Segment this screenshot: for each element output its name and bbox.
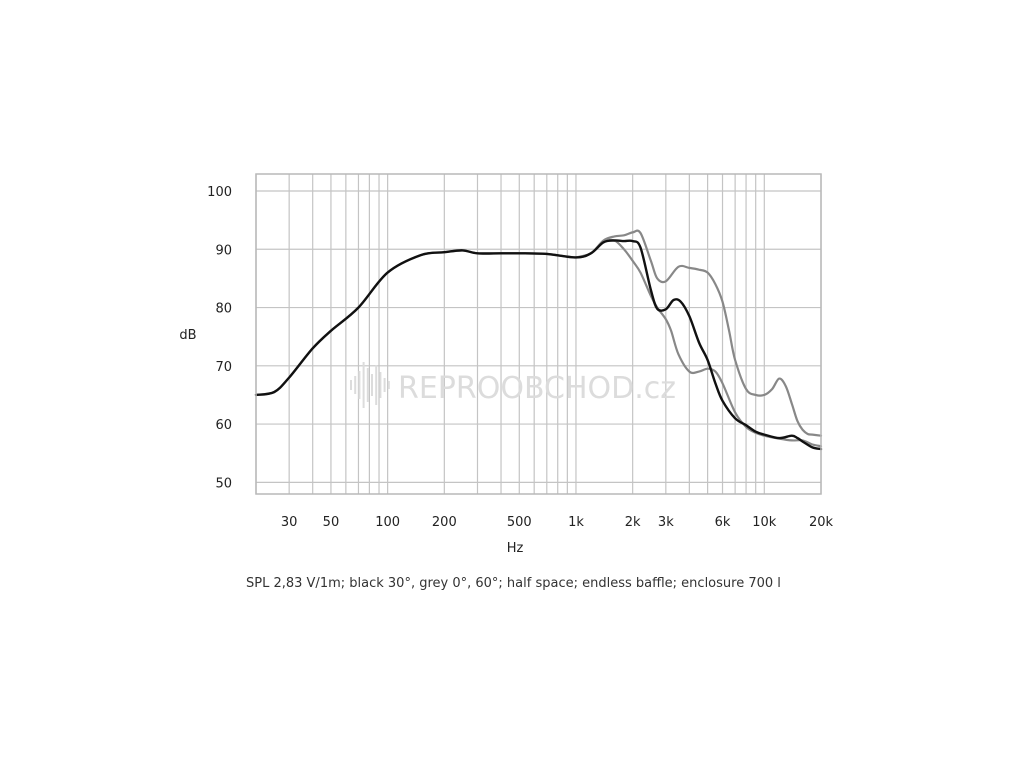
x-tick-label: 20k [809,515,834,530]
watermark-bar [358,371,361,399]
watermark: REPROOBCHOD.cz [350,362,676,408]
x-tick-label: 1k [568,515,584,530]
x-tick-label: 2k [625,515,641,530]
plot-frame [255,173,822,495]
x-tick-label: 30 [281,515,298,530]
x-tick-labels: 30 50 100 200 500 1k 2k 3k 6k 10k 20k [281,515,834,530]
x-tick-label: 6k [715,515,731,530]
watermark-bar [362,362,365,408]
watermark-bar [383,378,386,392]
x-tick-label: 100 [375,515,400,530]
chart-caption: SPL 2,83 V/1m; black 30°, grey 0°, 60°; … [246,576,781,591]
x-tick-label: 3k [658,515,674,530]
grid-layer [255,174,822,494]
watermark-bar [379,372,382,398]
x-tick-label: 500 [507,515,532,530]
plot-border [255,173,822,495]
y-tick-labels: 50 60 70 80 90 100 [207,185,232,491]
series-line-3 [254,239,823,451]
watermark-bar [387,381,390,389]
x-tick-label: 10k [752,515,777,530]
y-tick-label: 70 [215,360,232,375]
x-tick-label: 200 [432,515,457,530]
y-tick-label: 60 [215,418,232,433]
y-tick-label: 80 [215,302,232,317]
y-axis-label: dB [179,328,196,343]
y-tick-label: 50 [215,476,232,491]
watermark-bar [354,376,357,394]
x-tick-label: 50 [323,515,340,530]
watermark-text: REPROOBCHOD.cz [398,371,676,406]
y-tick-label: 100 [207,185,232,200]
series-layer [254,229,823,451]
watermark-bar [350,380,352,390]
watermark-bar [375,365,378,405]
watermark-logo [350,362,390,408]
y-tick-label: 90 [215,243,232,258]
watermark-bar [366,368,369,402]
watermark-bar [371,374,373,396]
x-axis-label: Hz [507,541,524,556]
